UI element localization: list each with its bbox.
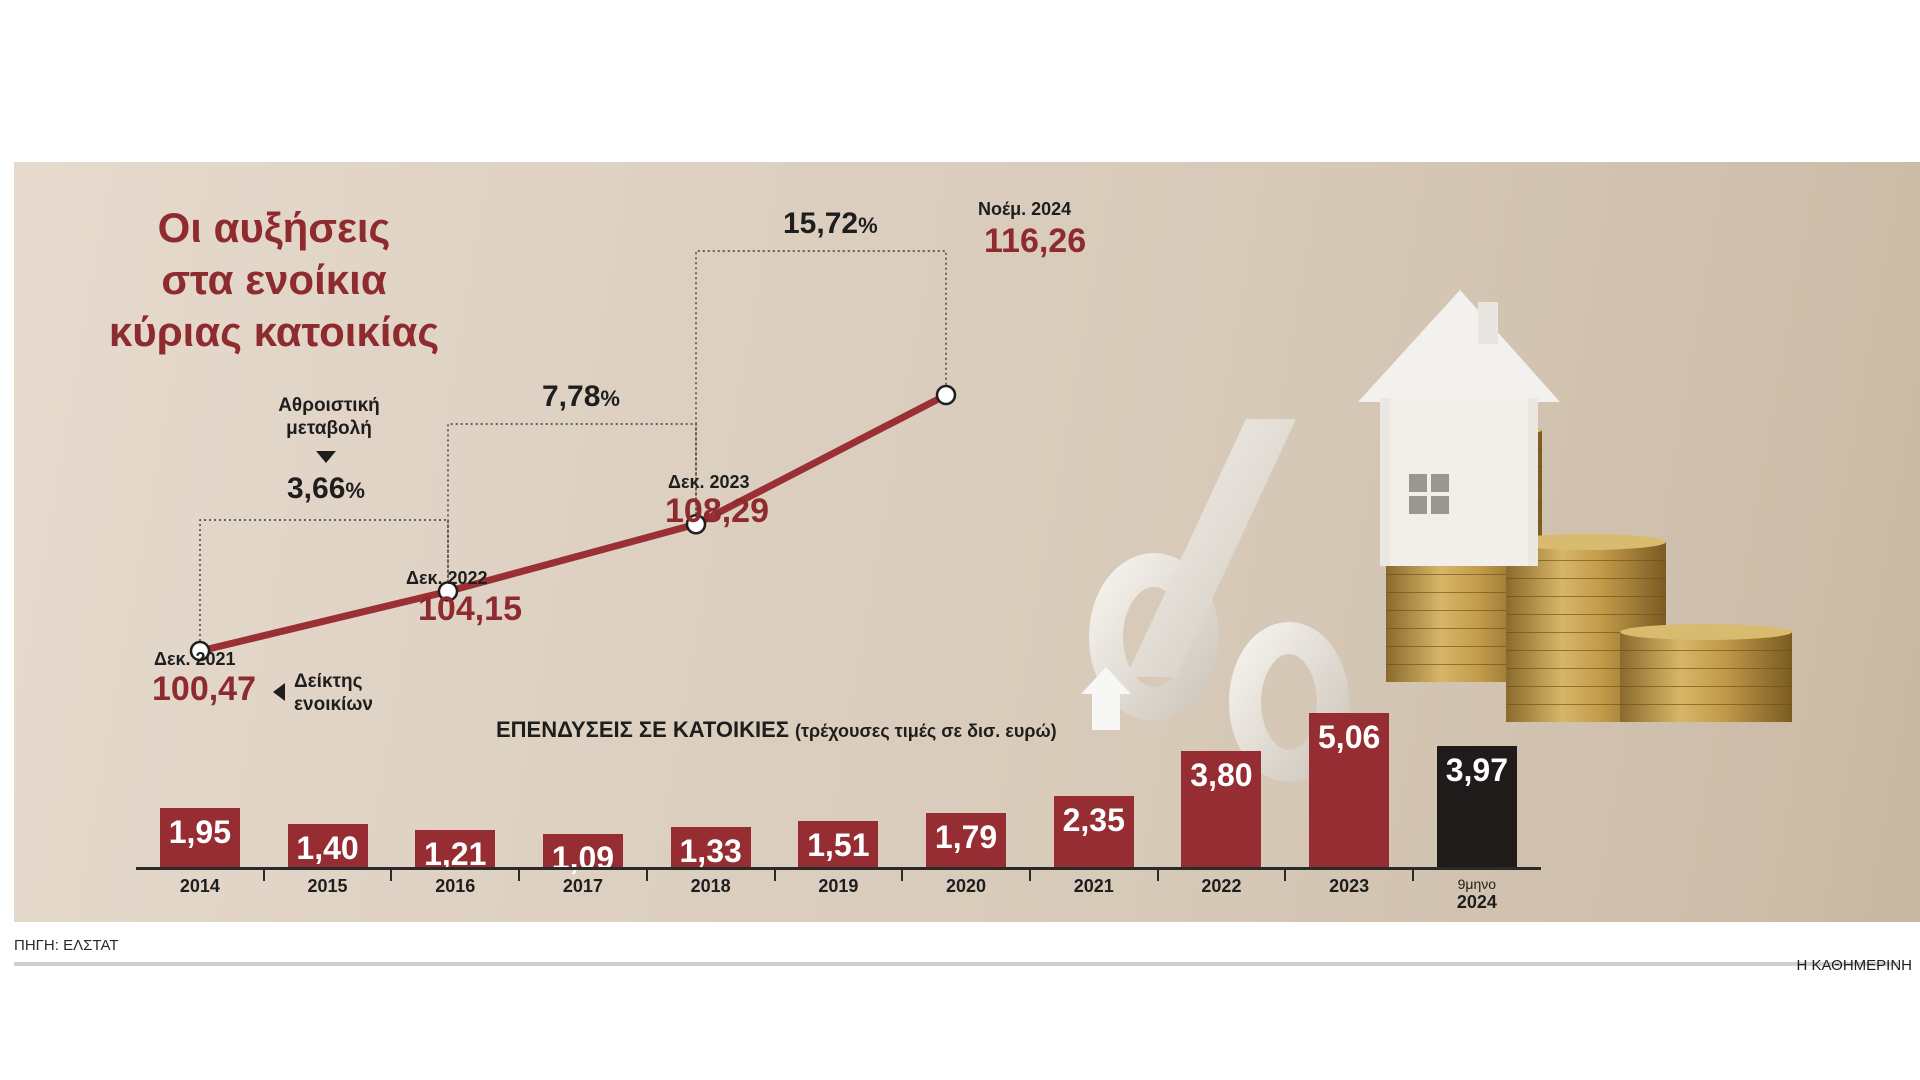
line-chart-svg xyxy=(189,250,1792,782)
bar-2020: 1,79 xyxy=(926,812,1007,867)
x-tick-year: 2024 xyxy=(1456,892,1497,912)
illustration-percent-icon xyxy=(1089,419,1349,782)
x-tick-label: 2020 xyxy=(946,876,987,896)
x-tick-label: 2018 xyxy=(690,876,731,896)
cumulative-bracket-line xyxy=(695,250,947,525)
publisher-brand: Η ΚΑΘΗΜΕΡΙΝΗ xyxy=(1796,957,1912,974)
bar-2019: 1,51 xyxy=(798,821,879,867)
bar-value-label: 1,21 xyxy=(424,836,487,873)
rent-index-line xyxy=(196,391,950,655)
bar-value-label: 1,95 xyxy=(168,813,231,850)
title-line-2: στα ενοίκια xyxy=(161,256,387,303)
illustration-arrow-up-icon xyxy=(1081,667,1131,730)
bar-2016: 1,21 xyxy=(415,830,496,872)
point-value-2023: 108,29 xyxy=(665,492,769,530)
illustration-house-icon xyxy=(1358,290,1560,566)
bar-value-label: 1,40 xyxy=(296,830,359,867)
data-point-Νοέμ2024 xyxy=(935,384,957,406)
x-tick-label: 2023 xyxy=(1329,876,1370,896)
cumulative-change-3: 15,72% xyxy=(783,207,878,240)
bar-value-label: 1,51 xyxy=(807,827,870,864)
triangle-down-icon xyxy=(316,451,336,463)
x-axis-tick xyxy=(1028,867,1031,881)
bar-2014: 1,95 xyxy=(159,807,240,867)
cumulative-change-label: Αθροιστική μεταβολή xyxy=(278,395,380,439)
x-tick-prefix: 9μηνο xyxy=(1457,876,1497,892)
bar-value-label: 3,97 xyxy=(1445,752,1508,789)
data-point-Δεκ2023 xyxy=(685,513,707,535)
x-tick-label: 2021 xyxy=(1073,876,1114,896)
point-date-2024: Νοέμ. 2024 xyxy=(978,199,1072,219)
x-tick-label: 2015 xyxy=(307,876,348,896)
x-axis-tick xyxy=(1284,867,1287,881)
footer-rule xyxy=(14,962,1898,966)
x-axis-tick xyxy=(390,867,393,881)
title-line-3: κύριας κατοικίας xyxy=(108,308,440,355)
bar-value-label: 1,79 xyxy=(934,818,998,855)
bar-2024: 3,97 xyxy=(1436,746,1517,867)
bar-2017: 1,09 xyxy=(542,833,623,876)
cumulative-change-1: 3,66% xyxy=(287,472,365,505)
x-tick-label: 2017 xyxy=(562,876,603,896)
bar-2023: 5,06 xyxy=(1309,713,1390,867)
index-label: Δείκτης ενοικίων xyxy=(294,671,373,715)
cumulative-bracket-line xyxy=(447,423,697,592)
x-axis-tick xyxy=(518,867,521,881)
source-credit: ΠΗΓΗ: ΕΛΣΤΑΤ xyxy=(14,937,119,954)
data-point-Δεκ2022 xyxy=(437,581,459,602)
title-line-1: Οι αυξήσεις xyxy=(157,204,391,251)
x-axis-tick xyxy=(901,867,904,881)
bar-value-label: 3,80 xyxy=(1190,757,1253,794)
x-axis-baseline xyxy=(136,867,1541,870)
bar-2021: 2,35 xyxy=(1053,795,1134,867)
bar-2015: 1,40 xyxy=(287,824,368,867)
cumulative-bracket-line xyxy=(199,519,449,652)
x-axis-tick xyxy=(773,867,776,881)
bar-value-label: 2,35 xyxy=(1062,801,1125,838)
x-tick-label: 2022 xyxy=(1201,876,1242,896)
x-axis-tick xyxy=(1412,867,1414,881)
point-date-2021: Δεκ. 2021 xyxy=(154,649,236,669)
x-tick-label: 2019 xyxy=(818,876,859,896)
bar-value-label: 1,33 xyxy=(679,832,742,869)
bar-2022: 3,80 xyxy=(1181,751,1262,867)
data-point-Δεκ2021 xyxy=(189,640,211,662)
x-tick-label-last: 9μηνο 2024 xyxy=(1417,875,1537,911)
x-tick-label: 2016 xyxy=(435,876,476,896)
point-value-2022: 104,15 xyxy=(418,590,522,628)
x-axis-tick xyxy=(1156,867,1159,881)
chart-title: Οι αυξήσεις στα ενοίκια κύριας κατοικίας xyxy=(84,202,464,358)
point-value-2021: 100,47 xyxy=(152,670,256,708)
cumulative-change-2: 7,78% xyxy=(542,380,620,413)
point-date-2022: Δεκ. 2022 xyxy=(406,568,488,588)
x-axis-tick xyxy=(645,867,648,881)
bar-chart-title: ΕΠΕΝΔΥΣΕΙΣ ΣΕ ΚΑΤΟΙΚΙΕΣ (τρέχουσες τιμές … xyxy=(496,717,1057,742)
bar-value-label: 5,06 xyxy=(1318,719,1381,756)
point-value-2024: 116,26 xyxy=(984,222,1087,260)
bar-2018: 1,33 xyxy=(670,826,751,869)
triangle-left-icon xyxy=(273,683,285,701)
infographic-panel: Οι αυξήσεις στα ενοίκια κύριας κατοικίας xyxy=(14,162,1920,922)
x-axis-tick xyxy=(262,867,265,881)
point-date-2023: Δεκ. 2023 xyxy=(668,472,750,492)
bar-value-label: 1,09 xyxy=(551,839,615,876)
x-tick-label: 2014 xyxy=(179,876,220,896)
